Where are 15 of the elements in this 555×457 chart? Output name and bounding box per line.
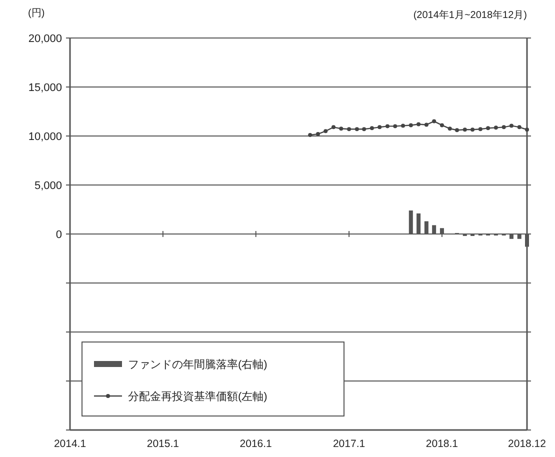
y-tick-label: 10,000 — [28, 130, 62, 143]
y-tick-label: 5,000 — [34, 180, 62, 192]
text: (2014年1月~2018年12月) — [413, 9, 527, 21]
y-tick-label: 20,000 — [28, 32, 62, 45]
legend-label: ファンドの年間騰落率(右軸) — [128, 358, 268, 371]
x-tick-label: 2017.1 — [332, 438, 366, 450]
y-tick-label: 15,000 — [28, 82, 62, 94]
x-tick-label: 2016.1 — [240, 438, 272, 450]
y-axis-title: (円) — [28, 8, 45, 19]
x-tick-label: 2018.1 — [426, 438, 458, 450]
legend-label: 分配金再投資基準価額(左軸) — [128, 390, 268, 403]
x-tick-label: 2014.1 — [54, 438, 86, 450]
y-tick-label: 0 — [56, 228, 62, 241]
x-tick-label: 2018.12 — [508, 438, 546, 450]
x-tick-label: 2015.1 — [146, 438, 180, 450]
